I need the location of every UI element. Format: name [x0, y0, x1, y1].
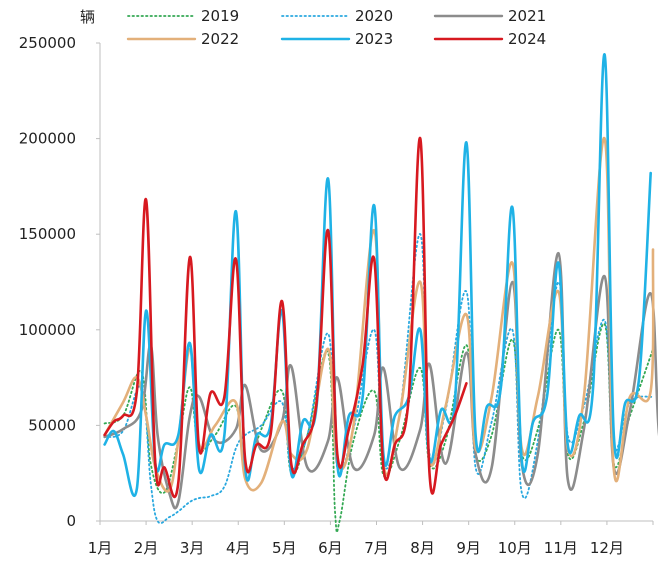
- legend-item-2019: 2019: [127, 7, 239, 25]
- x-tick-label: 7月: [364, 539, 389, 557]
- legend-item-2021: 2021: [433, 7, 546, 25]
- legend-item-2024: 2024: [433, 30, 546, 48]
- y-tick-label: 50000: [28, 416, 76, 434]
- x-tick-label: 10月: [498, 539, 532, 557]
- x-tick-label: 11月: [544, 539, 578, 557]
- y-tick-label: 100000: [19, 321, 76, 339]
- legend-item-2023: 2023: [280, 30, 393, 48]
- legend-label-2019: 2019: [201, 7, 239, 25]
- y-unit-label: 辆: [80, 8, 95, 26]
- x-tick-label: 2月: [134, 539, 159, 557]
- legend-label-2022: 2022: [201, 30, 239, 48]
- x-axis-ticks: 1月 2月 3月 4月 5月 6月 7月 8月 9月 10月 11月 12月: [88, 521, 654, 557]
- x-tick-label: 1月: [88, 539, 113, 557]
- y-tick-label: 0: [66, 512, 76, 530]
- x-tick-label: 3月: [180, 539, 205, 557]
- x-tick-label: 6月: [318, 539, 343, 557]
- series-line-2020: [103, 233, 654, 525]
- legend: 2019 2020 2021 2022 2023 2024: [126, 7, 546, 48]
- series-lines: [103, 53, 658, 534]
- y-tick-label: 150000: [19, 225, 76, 243]
- legend-label-2024: 2024: [508, 30, 546, 48]
- series-line-2024: [103, 137, 468, 499]
- legend-label-2020: 2020: [355, 7, 393, 25]
- x-tick-label: 5月: [272, 539, 297, 557]
- y-axis-ticks: 0 50000 100000 150000 200000 250000: [19, 34, 100, 530]
- y-tick-label: 200000: [19, 130, 76, 148]
- x-tick-label: 12月: [590, 539, 624, 557]
- x-tick-label: 4月: [226, 539, 251, 557]
- x-tick-label: 8月: [410, 539, 435, 557]
- legend-label-2023: 2023: [355, 30, 393, 48]
- x-tick-label: 9月: [456, 539, 481, 557]
- legend-item-2020: 2020: [281, 7, 393, 25]
- y-tick-label: 250000: [19, 34, 76, 52]
- legend-label-2021: 2021: [508, 7, 546, 25]
- legend-item-2022: 2022: [126, 30, 239, 48]
